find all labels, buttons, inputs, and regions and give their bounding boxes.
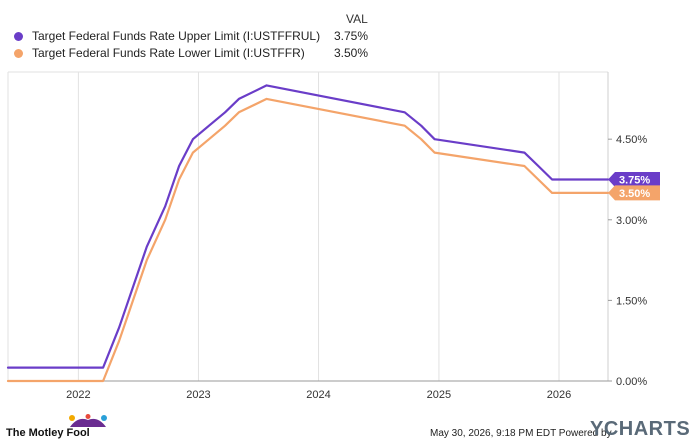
jester-cap-icon [69,414,107,427]
x-tick-label-2026: 2026 [547,389,571,401]
end-label-0: 3.75% [608,171,660,187]
legend-value-upper: 3.75% [334,29,369,43]
legend-value-header: VAL [346,12,368,26]
end-label-box-0 [608,171,660,187]
legend-label-upper: Target Federal Funds Rate Upper Limit (I… [32,29,321,43]
plot-frame [7,71,609,382]
y-tick-label-3.00%: 3.00% [616,215,647,227]
end-label-box-1 [608,185,660,201]
end-label-text-0: 3.75% [619,174,650,186]
legend-swatch-upper [14,32,23,41]
x-tick-label-2025: 2025 [427,389,451,401]
motley-fool-brand: The Motley Fool [6,414,146,442]
y-tick-label-1.50%: 1.50% [616,295,647,307]
legend: VAL Target Federal Funds Rate Upper Limi… [0,0,700,64]
y-axis: 0.00% 1.50% 3.00% 4.50% [608,134,647,388]
x-tick-label-2022: 2022 [66,389,90,401]
y-tick-label-4.50%: 4.50% [616,134,647,146]
grid-lines [77,72,560,381]
legend-label-lower: Target Federal Funds Rate Lower Limit (I… [32,46,305,60]
y-tick-label-0.00%: 0.00% [616,376,647,388]
series-line-1 [6,97,610,383]
brand-name: The Motley Fool [6,427,90,439]
ycharts-logo[interactable]: YCHARTS [590,418,691,440]
x-tick-label-2024: 2024 [306,389,330,401]
series-lines [6,84,610,383]
legend-swatch-lower [14,49,23,58]
timestamp: May 30, 2026, 9:18 PM EDT Powered by [430,428,612,439]
end-labels: 3.75% 3.50% [608,171,660,201]
end-label-text-1: 3.50% [619,188,650,200]
end-label-1: 3.50% [608,185,660,201]
legend-value-lower: 3.50% [334,46,369,60]
x-tick-label-2023: 2023 [186,389,210,401]
x-axis: 2022 2023 2024 2025 2026 [66,389,571,401]
series-line-0 [6,84,610,369]
